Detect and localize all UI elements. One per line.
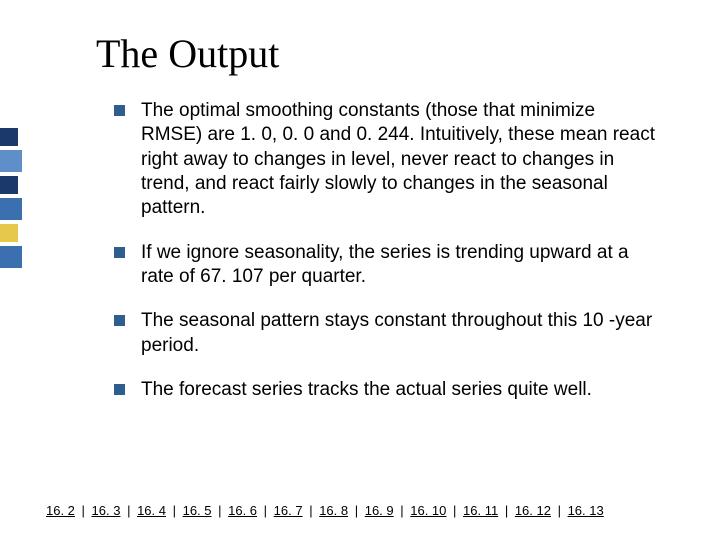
list-item: The forecast series tracks the actual se… xyxy=(114,378,660,402)
page-title: The Output xyxy=(96,30,670,77)
footer-link[interactable]: 16. 7 xyxy=(274,503,303,518)
footer-separator: | xyxy=(351,503,362,518)
bullet-icon xyxy=(114,384,125,395)
bullet-text: If we ignore seasonality, the series is … xyxy=(141,241,660,290)
list-item: If we ignore seasonality, the series is … xyxy=(114,241,660,290)
footer-link[interactable]: 16. 8 xyxy=(319,503,348,518)
footer-separator: | xyxy=(215,503,226,518)
deco-square xyxy=(0,150,22,172)
footer-link[interactable]: 16. 5 xyxy=(183,503,212,518)
deco-square xyxy=(0,176,18,194)
footer-separator: | xyxy=(501,503,512,518)
footer-separator: | xyxy=(449,503,460,518)
footer-separator: | xyxy=(554,503,565,518)
deco-square xyxy=(0,198,22,220)
footer-link[interactable]: 16. 11 xyxy=(463,503,498,518)
left-decoration xyxy=(0,0,22,540)
footer-separator: | xyxy=(397,503,408,518)
bullet-icon xyxy=(114,247,125,258)
footer-link[interactable]: 16. 12 xyxy=(515,503,551,518)
list-item: The seasonal pattern stays constant thro… xyxy=(114,309,660,358)
footer-separator: | xyxy=(78,503,89,518)
footer-link[interactable]: 16. 10 xyxy=(410,503,446,518)
bullet-text: The optimal smoothing constants (those t… xyxy=(141,99,660,221)
footer-separator: | xyxy=(123,503,134,518)
slide: The Output The optimal smoothing constan… xyxy=(0,0,720,540)
deco-square xyxy=(0,246,22,268)
footer-separator: | xyxy=(306,503,317,518)
footer-link[interactable]: 16. 2 xyxy=(46,503,75,518)
bullet-text: The seasonal pattern stays constant thro… xyxy=(141,309,660,358)
deco-square xyxy=(0,128,18,146)
deco-square xyxy=(0,224,18,242)
bullet-icon xyxy=(114,105,125,116)
footer-link[interactable]: 16. 6 xyxy=(228,503,257,518)
footer-link[interactable]: 16. 3 xyxy=(92,503,121,518)
list-item: The optimal smoothing constants (those t… xyxy=(114,99,660,221)
footer-link[interactable]: 16. 4 xyxy=(137,503,166,518)
footer-links: 16. 2 | 16. 3 | 16. 4 | 16. 5 | 16. 6 | … xyxy=(46,503,604,518)
footer-link[interactable]: 16. 9 xyxy=(365,503,394,518)
bullet-icon xyxy=(114,315,125,326)
bullet-text: The forecast series tracks the actual se… xyxy=(141,378,660,402)
footer-separator: | xyxy=(169,503,180,518)
bullet-list: The optimal smoothing constants (those t… xyxy=(114,99,660,402)
footer-link[interactable]: 16. 13 xyxy=(568,503,604,518)
footer-separator: | xyxy=(260,503,271,518)
